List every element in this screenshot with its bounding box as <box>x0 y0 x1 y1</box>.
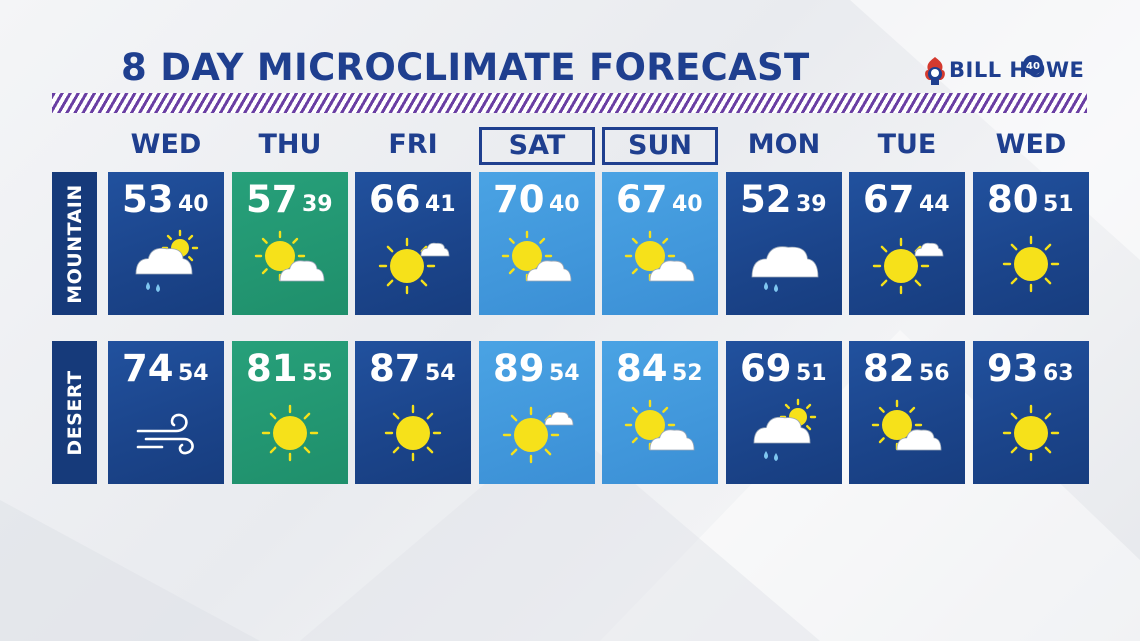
mascot-icon <box>925 57 945 85</box>
sponsor-logo: BILL HOWE 40 <box>922 55 1085 86</box>
low-temp: 54 <box>425 361 456 386</box>
forecast-cell: 74 54 <box>108 341 224 484</box>
forecast-cell: 57 39 <box>232 172 348 315</box>
sun-icon <box>1002 235 1060 293</box>
partly-cloudy-icon <box>624 230 695 282</box>
sun-icon <box>384 404 442 462</box>
low-temp: 55 <box>302 361 333 386</box>
high-temp: 87 <box>369 347 421 390</box>
sun-small-cloud-icon <box>502 406 574 464</box>
day-header-thu: THU <box>258 129 322 160</box>
high-temp: 67 <box>616 178 668 221</box>
sun-icon <box>1002 404 1060 462</box>
day-header-wed: WED <box>130 129 202 160</box>
high-temp: 70 <box>493 178 545 221</box>
day-header-mon: MON <box>747 129 821 160</box>
low-temp: 54 <box>549 361 580 386</box>
wind-icon <box>136 413 194 455</box>
page-title: 8 DAY MICROCLIMATE FORECAST <box>121 46 810 89</box>
partly-cloudy-icon <box>501 230 572 282</box>
forecast-cell: 82 56 <box>849 341 965 484</box>
forecast-cell: 89 54 <box>479 341 595 484</box>
forecast-cell: 84 52 <box>602 341 718 484</box>
day-header-tue: TUE <box>877 129 937 160</box>
high-temp: 93 <box>987 347 1039 390</box>
sun-icon <box>261 404 319 462</box>
sun-small-cloud-icon <box>378 237 450 295</box>
high-temp: 82 <box>863 347 915 390</box>
low-temp: 40 <box>549 192 580 217</box>
high-temp: 80 <box>987 178 1039 221</box>
low-temp: 56 <box>919 361 950 386</box>
partly-cloudy-icon <box>254 230 325 282</box>
decorative-stripe <box>52 93 1087 113</box>
sun-small-cloud-icon <box>872 237 944 295</box>
low-temp: 44 <box>919 192 950 217</box>
high-temp: 52 <box>740 178 792 221</box>
forecast-cell: 93 63 <box>973 341 1089 484</box>
forecast-cell: 87 54 <box>355 341 471 484</box>
high-temp: 89 <box>493 347 545 390</box>
high-temp: 57 <box>246 178 298 221</box>
day-header-sat: SAT <box>479 127 595 165</box>
high-temp: 84 <box>616 347 668 390</box>
low-temp: 51 <box>1043 192 1074 217</box>
high-temp: 67 <box>863 178 915 221</box>
day-header-fri: FRI <box>388 129 438 160</box>
anniversary-badge-icon: 40 <box>1023 55 1043 75</box>
forecast-cell: 69 51 <box>726 341 842 484</box>
forecast-cell: 81 55 <box>232 341 348 484</box>
high-temp: 66 <box>369 178 421 221</box>
high-temp: 74 <box>122 347 174 390</box>
day-header-wed: WED <box>995 129 1067 160</box>
partly-cloudy-icon <box>624 399 695 451</box>
low-temp: 40 <box>672 192 703 217</box>
forecast-cell: 67 44 <box>849 172 965 315</box>
high-temp: 69 <box>740 347 792 390</box>
rain-cloud-icon <box>751 246 819 292</box>
low-temp: 40 <box>178 192 209 217</box>
low-temp: 51 <box>796 361 827 386</box>
forecast-cell: 70 40 <box>479 172 595 315</box>
high-temp: 81 <box>246 347 298 390</box>
forecast-cell: 80 51 <box>973 172 1089 315</box>
anniversary-badge: 40 <box>1026 61 1040 72</box>
logo-text: BILL HOWE <box>949 58 1085 82</box>
forecast-cell: 52 39 <box>726 172 842 315</box>
day-header-sun: SUN <box>602 127 718 165</box>
low-temp: 41 <box>425 192 456 217</box>
partly-cloudy-icon <box>871 399 942 451</box>
row-label-desert: DESERT <box>52 341 97 484</box>
row-label-mountain: MOUNTAIN <box>52 172 97 315</box>
forecast-cell: 53 40 <box>108 172 224 315</box>
high-temp: 53 <box>122 178 174 221</box>
low-temp: 52 <box>672 361 703 386</box>
row-label-text: MOUNTAIN <box>63 183 86 304</box>
forecast-cell: 67 40 <box>602 172 718 315</box>
low-temp: 39 <box>796 192 827 217</box>
low-temp: 63 <box>1043 361 1074 386</box>
low-temp: 39 <box>302 192 333 217</box>
forecast-cell: 66 41 <box>355 172 471 315</box>
rain-cloud-sun-icon <box>753 398 817 461</box>
rain-cloud-sun-icon <box>135 229 199 292</box>
low-temp: 54 <box>178 361 209 386</box>
row-label-text: DESERT <box>63 369 86 456</box>
